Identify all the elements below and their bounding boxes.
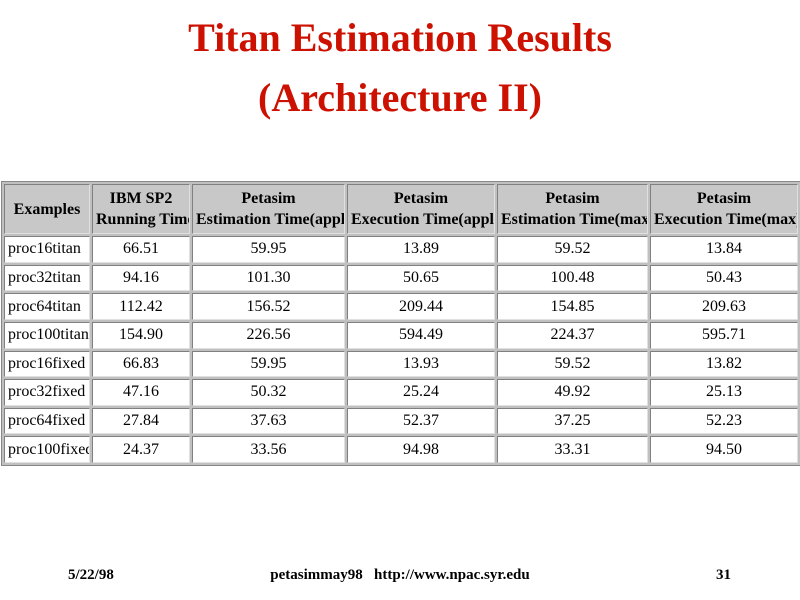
value-cell: 27.84	[92, 407, 190, 435]
title-line: Titan Estimation Results	[188, 15, 612, 60]
header-cell: Petasim Execution Time(appl)	[347, 184, 495, 234]
example-cell: proc16titan	[4, 236, 90, 263]
value-cell: 50.32	[192, 379, 345, 406]
header-line: Examples	[13, 200, 81, 218]
header-line: Petasim	[696, 190, 752, 207]
value-cell: 52.37	[347, 407, 495, 435]
header-line: Petasim	[241, 190, 296, 207]
value-cell: 66.51	[92, 236, 190, 263]
value-cell: 52.23	[650, 407, 798, 435]
value-cell: 595.71	[650, 321, 798, 349]
header-line: Petasim	[393, 190, 449, 207]
value-cell: 101.30	[192, 264, 345, 292]
header-line: Execution Time(appl)	[351, 211, 495, 228]
value-cell: 100.48	[497, 264, 648, 292]
value-cell: 66.83	[92, 350, 190, 378]
header-line: Running Time	[96, 211, 190, 228]
example-cell: proc32titan	[4, 264, 90, 292]
header-cell: Petasim Estimation Time(max)	[497, 184, 648, 234]
title-line: (Architecture II)	[258, 75, 542, 120]
value-cell: 209.44	[347, 293, 495, 320]
example-cell: proc32fixed	[4, 379, 90, 406]
value-cell: 37.63	[192, 407, 345, 435]
value-cell: 50.65	[347, 264, 495, 292]
value-cell: 59.52	[497, 350, 648, 378]
value-cell: 94.16	[92, 264, 190, 292]
value-cell: 25.24	[347, 379, 495, 406]
header-cell: IBM SP2 Running Time	[92, 184, 190, 234]
example-cell: proc64fixed	[4, 407, 90, 435]
value-cell: 59.95	[192, 350, 345, 378]
value-cell: 33.56	[192, 436, 345, 463]
value-cell: 154.90	[92, 321, 190, 349]
value-cell: 112.42	[92, 293, 190, 320]
footer-center: petasimmay98 http://www.npac.syr.edu	[270, 567, 530, 583]
header-line: IBM SP2	[109, 190, 173, 207]
value-cell: 24.37	[92, 436, 190, 463]
value-cell: 226.56	[192, 321, 345, 349]
header-cell: Petasim Estimation Time(appl)	[192, 184, 345, 234]
value-cell: 59.52	[497, 236, 648, 263]
value-cell: 13.84	[650, 236, 798, 263]
value-cell: 13.82	[650, 350, 798, 378]
example-cell: proc100titan	[4, 321, 90, 349]
footer-date: 5/22/98	[68, 567, 114, 583]
table-row: proc16titan 66.51 59.95 13.89 59.52 13.84	[4, 236, 798, 263]
value-cell: 156.52	[192, 293, 345, 320]
header-row: Examples IBM SP2 Running Time Petasim Estima…	[4, 184, 798, 234]
value-cell: 49.92	[497, 379, 648, 406]
value-cell: 224.37	[497, 321, 648, 349]
value-cell: 59.95	[192, 236, 345, 263]
value-cell: 209.63	[650, 293, 798, 320]
header-line: Estimation Time(appl)	[196, 211, 345, 228]
value-cell: 154.85	[497, 293, 648, 320]
table-row: proc16fixed 66.83 59.95 13.93 59.52 13.82	[4, 350, 798, 378]
table-row: proc32titan 94.16 101.30 50.65 100.48 50.43	[4, 264, 798, 292]
example-cell: proc64titan	[4, 293, 90, 320]
table-row: proc64fixed 27.84 37.63 52.37 37.25 52.23	[4, 407, 798, 435]
table-row: proc64titan 112.42 156.52 209.44 154.85 209.6…	[4, 293, 798, 320]
header-line: Estimation Time(max)	[501, 211, 648, 228]
header-line: Petasim	[545, 190, 600, 207]
table-row: proc100titan 154.90 226.56 594.49 224.37 595.…	[4, 321, 798, 349]
value-cell: 13.89	[347, 236, 495, 263]
value-cell: 25.13	[650, 379, 798, 406]
example-cell: proc100fixed	[4, 436, 90, 463]
example-cell: proc16fixed	[4, 350, 90, 378]
results-table: Examples IBM SP2 Running Time Petasim Estima…	[1, 181, 800, 466]
header-line: Execution Time(max)	[654, 211, 798, 228]
table-row: proc100fixed 24.37 33.56 94.98 33.31 94.50	[4, 436, 798, 463]
value-cell: 594.49	[347, 321, 495, 349]
value-cell: 94.98	[347, 436, 495, 463]
value-cell: 37.25	[497, 407, 648, 435]
value-cell: 47.16	[92, 379, 190, 406]
value-cell: 50.43	[650, 264, 798, 292]
value-cell: 94.50	[650, 436, 798, 463]
header-cell: Petasim Execution Time(max)	[650, 184, 798, 234]
table-row: proc32fixed 47.16 50.32 25.24 49.92 25.13	[4, 379, 798, 406]
footer-page: 31	[716, 567, 731, 583]
header-cell: Examples	[4, 184, 90, 234]
value-cell: 33.31	[497, 436, 648, 463]
value-cell: 13.93	[347, 350, 495, 378]
